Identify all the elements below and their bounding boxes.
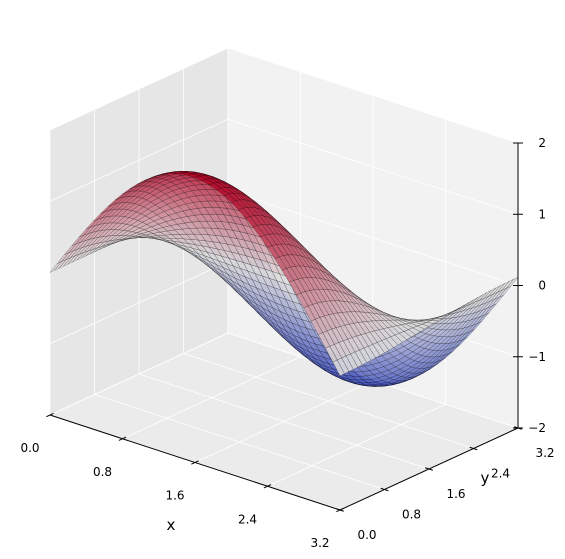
surface-patch [488, 285, 501, 297]
surface-patch [341, 355, 354, 372]
surface-patch [359, 347, 372, 363]
surface-patch [470, 294, 483, 305]
z-tick-label: −2 [528, 421, 546, 435]
surface-mesh [49, 170, 519, 387]
surface-patch [345, 353, 359, 370]
surface-patch [385, 336, 399, 348]
surface-patch [394, 332, 408, 343]
y-tick [425, 467, 433, 471]
y-tick-label: 3.2 [535, 446, 554, 460]
tick-labels: 0.0 0.8 1.6 2.4 3.2 0.0 0.8 1.6 2.4 3.2 −2 −1 0 1 2 [20, 136, 554, 550]
floor-grid-y [138, 373, 430, 470]
side-grid-z [49, 261, 229, 345]
y-tick-label: 2.4 [491, 467, 510, 481]
floor-grid-y [94, 394, 385, 490]
surface-patch [461, 299, 474, 308]
y-tick [380, 487, 389, 492]
floor-grid-y [183, 353, 474, 449]
surface-patch [492, 283, 505, 295]
z-tick-label: 0 [538, 279, 546, 293]
surface-patch [376, 340, 390, 354]
surface-patch [350, 351, 363, 368]
x-tick [46, 412, 54, 418]
back-grid-z [227, 47, 519, 144]
x-tick-label: 0.8 [93, 465, 112, 479]
side-grid-z [49, 118, 229, 202]
x-tick-label: 0.0 [20, 441, 39, 455]
x-tick [191, 460, 199, 465]
y-tick-label: 1.6 [446, 487, 465, 501]
x-axis-title: x [167, 516, 176, 534]
y-tick [336, 508, 344, 512]
surface-patch [372, 342, 385, 356]
side-grid-z [49, 47, 229, 131]
x-tick-label: 1.6 [165, 489, 184, 503]
surface-patch [483, 287, 496, 299]
surface-patch [354, 349, 368, 366]
z-tick-label: 1 [538, 207, 546, 221]
y-tick-label: 0.0 [357, 528, 376, 542]
x-tick-label: 3.2 [310, 536, 329, 550]
surface-patch [479, 290, 492, 301]
z-tick-label: −1 [528, 350, 546, 364]
surface-patch [421, 322, 435, 327]
surface-patch [336, 357, 350, 375]
surface-patch [497, 281, 510, 293]
surface-patch [363, 345, 376, 361]
surface-patch [416, 323, 430, 330]
surface-patch [501, 279, 514, 291]
back-grid-z [227, 118, 519, 215]
surface-patch [381, 338, 394, 351]
surface-patch [368, 344, 381, 359]
y-axis-title: y [481, 469, 490, 487]
surface-patch [390, 334, 403, 346]
surface-patch [474, 292, 488, 303]
surface-patch [407, 327, 421, 335]
side-grid-z [49, 332, 229, 416]
tick-marks [46, 142, 523, 513]
surface-patch [403, 329, 417, 338]
x-tick-label: 2.4 [238, 512, 257, 526]
x-tick [263, 484, 272, 489]
y-tick-label: 0.8 [402, 508, 421, 522]
surface-patch [425, 320, 439, 324]
y-tick [469, 446, 478, 451]
back-grid-z [227, 190, 519, 286]
z-tick-label: 2 [538, 136, 546, 150]
surface-patch [332, 359, 345, 377]
surface-patch [466, 297, 479, 307]
x-tick [118, 436, 127, 441]
